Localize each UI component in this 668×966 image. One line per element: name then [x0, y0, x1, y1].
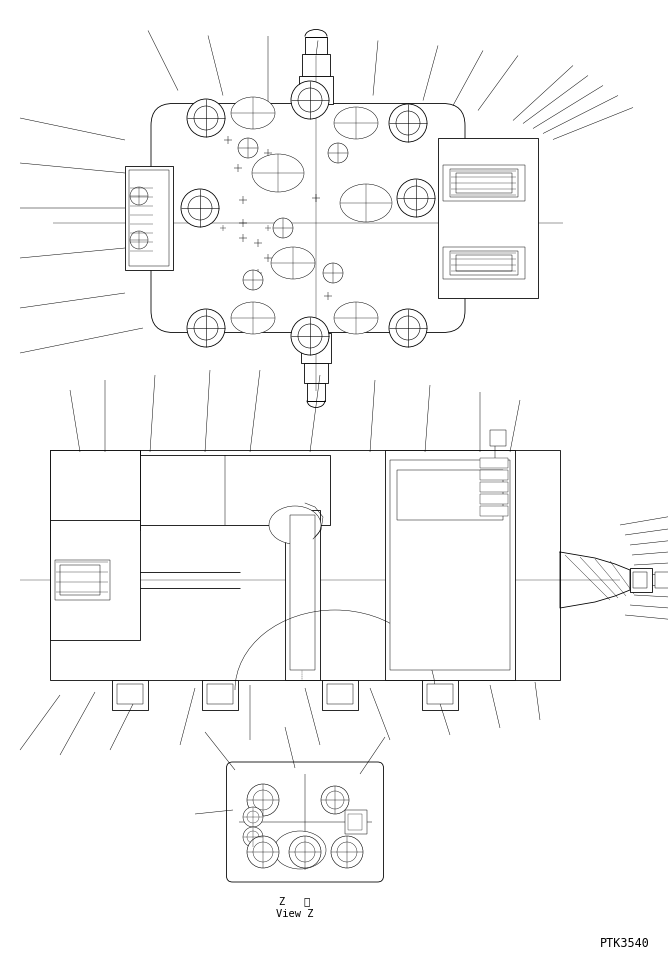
- Circle shape: [296, 559, 304, 567]
- Bar: [55, 560, 110, 600]
- Bar: [390, 460, 510, 670]
- Bar: [285, 510, 320, 680]
- Circle shape: [130, 187, 148, 205]
- Ellipse shape: [340, 184, 392, 222]
- Bar: [299, 75, 333, 103]
- Bar: [322, 680, 358, 710]
- Bar: [655, 572, 668, 588]
- Circle shape: [289, 836, 321, 868]
- Circle shape: [389, 104, 427, 142]
- Circle shape: [298, 88, 322, 112]
- Bar: [302, 53, 330, 75]
- Circle shape: [247, 811, 259, 823]
- Bar: [290, 515, 315, 670]
- Bar: [480, 506, 508, 516]
- Text: Z   視: Z 視: [279, 896, 311, 906]
- Bar: [129, 170, 169, 266]
- Bar: [140, 455, 330, 525]
- Text: View Z: View Z: [277, 909, 314, 919]
- Bar: [304, 362, 328, 383]
- Text: PTK3540: PTK3540: [600, 937, 650, 950]
- Bar: [385, 450, 515, 680]
- Circle shape: [326, 791, 344, 809]
- Circle shape: [238, 138, 258, 158]
- Bar: [490, 430, 506, 446]
- Bar: [327, 684, 353, 704]
- Circle shape: [188, 196, 212, 220]
- Bar: [427, 684, 453, 704]
- Bar: [60, 565, 100, 595]
- Bar: [345, 810, 367, 834]
- Circle shape: [253, 842, 273, 862]
- FancyBboxPatch shape: [226, 762, 383, 882]
- Circle shape: [328, 143, 348, 163]
- Bar: [307, 383, 325, 401]
- Circle shape: [295, 842, 315, 862]
- Ellipse shape: [274, 831, 326, 869]
- Circle shape: [187, 99, 225, 137]
- Bar: [450, 169, 518, 197]
- Circle shape: [194, 106, 218, 130]
- Circle shape: [323, 263, 343, 283]
- Circle shape: [253, 790, 273, 810]
- Bar: [50, 450, 560, 680]
- Ellipse shape: [271, 247, 315, 279]
- Bar: [117, 684, 143, 704]
- Circle shape: [397, 179, 435, 217]
- Circle shape: [291, 317, 329, 355]
- Bar: [480, 482, 508, 492]
- Bar: [630, 568, 652, 592]
- Bar: [348, 814, 362, 830]
- Bar: [456, 173, 512, 193]
- Bar: [443, 165, 525, 201]
- Bar: [125, 166, 173, 270]
- Ellipse shape: [231, 302, 275, 334]
- Bar: [301, 332, 331, 362]
- Circle shape: [273, 218, 293, 238]
- Ellipse shape: [252, 154, 304, 192]
- Circle shape: [337, 842, 357, 862]
- Circle shape: [247, 831, 259, 843]
- Circle shape: [243, 807, 263, 827]
- Circle shape: [396, 316, 420, 340]
- Circle shape: [331, 836, 363, 868]
- Bar: [480, 458, 508, 468]
- Circle shape: [321, 786, 349, 814]
- Bar: [480, 494, 508, 504]
- Ellipse shape: [334, 302, 378, 334]
- Circle shape: [291, 81, 329, 119]
- Circle shape: [247, 836, 279, 868]
- Circle shape: [130, 231, 148, 249]
- Bar: [50, 450, 140, 530]
- Bar: [480, 470, 508, 480]
- Circle shape: [247, 784, 279, 816]
- Bar: [207, 684, 233, 704]
- FancyBboxPatch shape: [151, 103, 465, 332]
- Bar: [443, 247, 525, 279]
- Bar: [202, 680, 238, 710]
- Circle shape: [389, 309, 427, 347]
- Bar: [422, 680, 458, 710]
- Bar: [50, 520, 140, 640]
- Circle shape: [404, 186, 428, 210]
- Circle shape: [243, 827, 263, 847]
- Bar: [438, 138, 538, 298]
- Bar: [633, 572, 647, 588]
- Ellipse shape: [334, 107, 378, 139]
- Ellipse shape: [231, 97, 275, 129]
- Ellipse shape: [269, 506, 321, 544]
- Bar: [112, 680, 148, 710]
- Circle shape: [194, 316, 218, 340]
- Bar: [305, 37, 327, 53]
- Bar: [456, 255, 512, 271]
- Circle shape: [396, 111, 420, 135]
- Bar: [397, 470, 503, 520]
- Circle shape: [181, 189, 219, 227]
- Bar: [450, 251, 518, 275]
- Circle shape: [298, 324, 322, 348]
- Circle shape: [243, 270, 263, 290]
- Circle shape: [187, 309, 225, 347]
